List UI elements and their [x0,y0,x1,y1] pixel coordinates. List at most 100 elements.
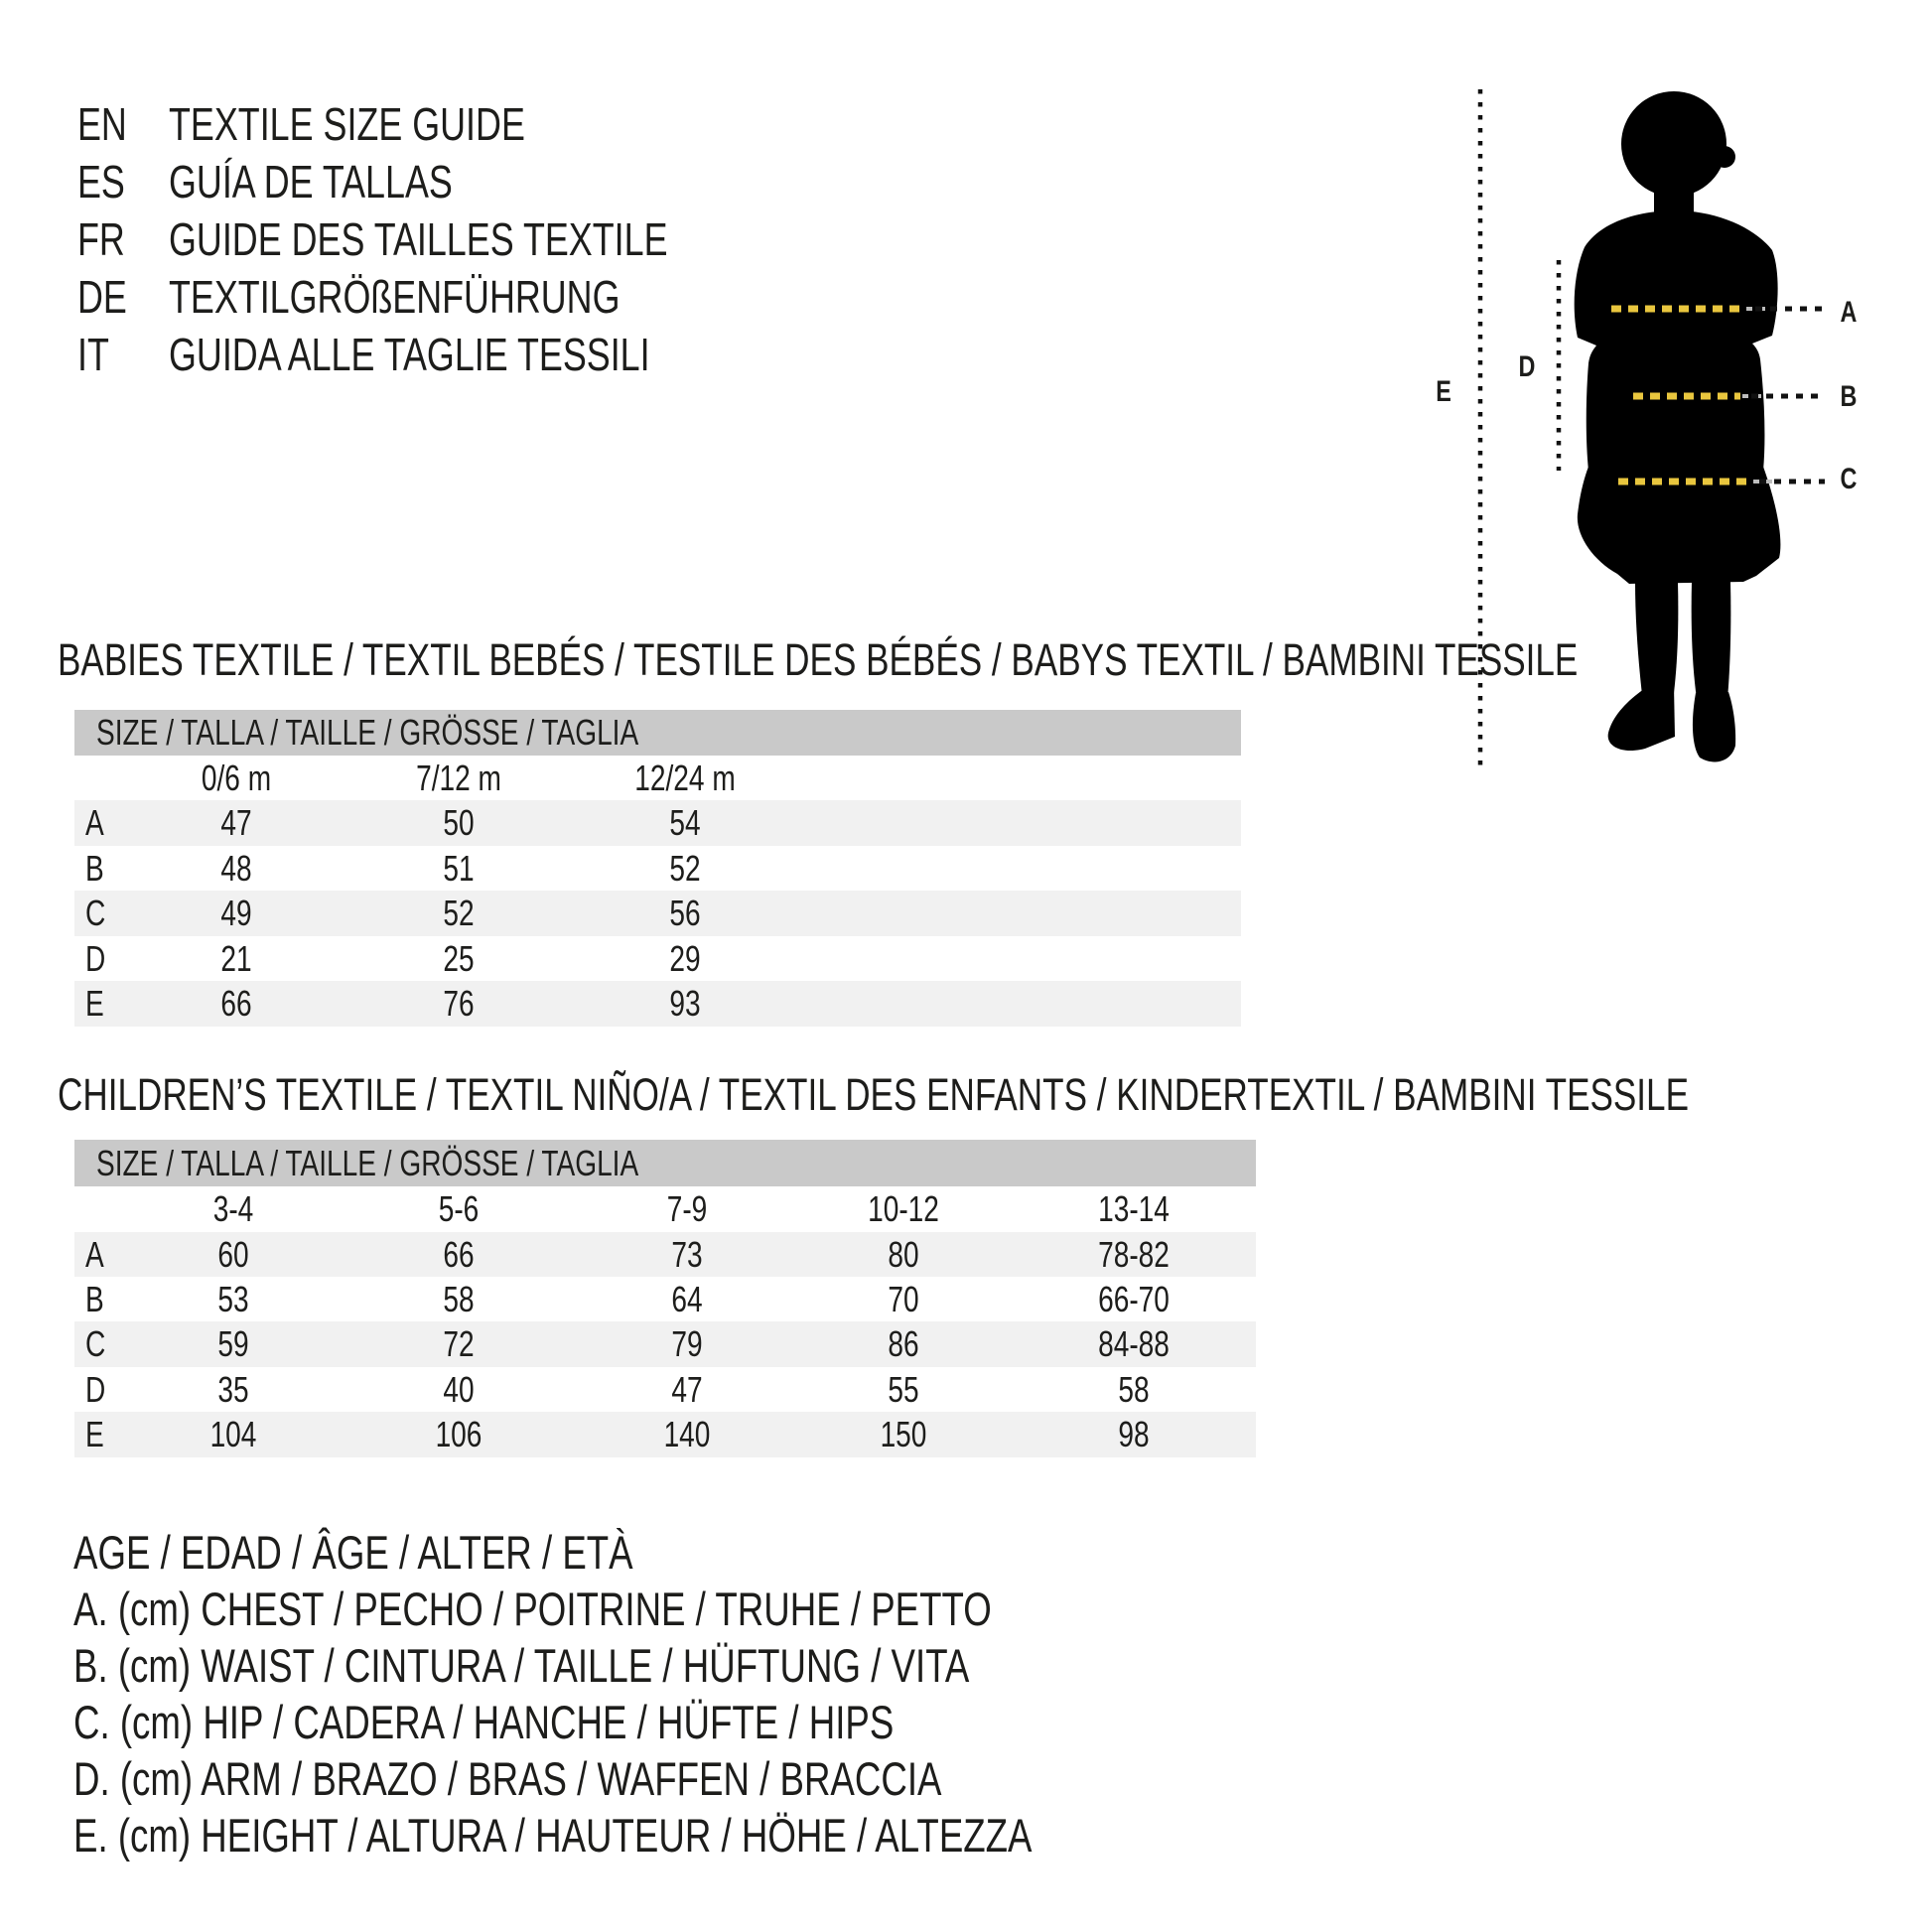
table-cell: 150 [880,1414,927,1454]
table-cell: 104 [209,1414,257,1454]
column-header: 3-4 [212,1188,254,1229]
table-cell: 50 [443,802,475,843]
table-cell: 25 [443,938,475,979]
column-header: 0/6 m [201,758,272,798]
table-cell: 60 [217,1234,249,1275]
row-label: C [85,1323,106,1364]
table-cell: 140 [663,1414,711,1454]
waist-label: B [1840,380,1858,413]
table-row: A 60 66 73 80 78-82 [74,1232,1256,1277]
table-cell: 56 [669,893,701,933]
table-cell: 40 [443,1369,475,1410]
table-cell: 93 [669,983,701,1024]
table-cell: 84-88 [1098,1323,1170,1364]
table-cell: 53 [217,1279,249,1319]
column-header: 13-14 [1098,1188,1170,1229]
babies-size-header: SIZE / TALLA / TAILLE / GRÖSSE / TAGLIA [96,712,639,753]
lang-code: FR [77,213,125,265]
table-cell: 48 [220,848,252,889]
header-row-de: DE TEXTILGRÖßENFÜHRUNG [0,271,894,323]
row-label: E [85,1414,104,1454]
table-cell: 52 [669,848,701,889]
measurement-figure [1477,89,1825,771]
table-cell: 98 [1118,1414,1150,1454]
row-label: B [85,1279,104,1319]
table-row: D 21 25 29 [74,936,1241,981]
table-cell: 49 [220,893,252,933]
header-row-es: ES GUÍA DE TALLAS [0,156,894,207]
table-cell: 35 [217,1369,249,1410]
legend-line-age: AGE / EDAD / ÂGE / ALTER / ETÀ [73,1526,633,1579]
table-row: D 35 40 47 55 58 [74,1367,1256,1412]
table-row: E 66 76 93 [74,981,1241,1027]
table-cell: 70 [888,1279,919,1319]
table-cell: 78-82 [1098,1234,1170,1275]
lang-code: DE [77,271,127,323]
legend-line-waist: B. (cm) WAIST / CINTURA / TAILLE / HÜFTU… [73,1639,970,1692]
legend-line-hip: C. (cm) HIP / CADERA / HANCHE / HÜFTE / … [73,1696,895,1748]
children-size-header: SIZE / TALLA / TAILLE / GRÖSSE / TAGLIA [96,1143,639,1183]
table-cell: 55 [888,1369,919,1410]
table-cell: 73 [671,1234,703,1275]
legend-line-arm: D. (cm) ARM / BRAZO / BRAS / WAFFEN / BR… [73,1752,942,1805]
table-cell: 29 [669,938,701,979]
row-label: A [85,802,104,843]
table-cell: 64 [671,1279,703,1319]
children-section-title: CHILDREN’S TEXTILE / TEXTIL NIÑO/A / TEX… [58,1069,1689,1120]
lang-code: EN [77,98,127,150]
table-cell: 80 [888,1234,919,1275]
column-header: 5-6 [438,1188,480,1229]
guide-title: TEXTILE SIZE GUIDE [169,98,525,150]
table-cell: 54 [669,802,701,843]
child-silhouette [1574,91,1781,762]
table-row: C 59 72 79 86 84-88 [74,1321,1256,1367]
row-label: B [85,848,104,889]
column-header: 10-12 [868,1188,939,1229]
column-header: 7/12 m [416,758,501,798]
column-header: 12/24 m [634,758,736,798]
chest-label: A [1840,296,1858,329]
table-cell: 58 [443,1279,475,1319]
table-cell: 66-70 [1098,1279,1170,1319]
legend-line-height: E. (cm) HEIGHT / ALTURA / HAUTEUR / HÖHE… [73,1809,1033,1862]
table-cell: 59 [217,1323,249,1364]
arm-label: D [1518,350,1536,383]
table-row: B 48 51 52 [74,846,1241,891]
table-cell: 66 [443,1234,475,1275]
lang-code: ES [77,156,125,207]
header-row-it: IT GUIDA ALLE TAGLIE TESSILI [0,329,894,380]
table-cell: 51 [443,848,475,889]
table-cell: 47 [220,802,252,843]
table-cell: 79 [671,1323,703,1364]
row-label: E [85,983,104,1024]
table-cell: 106 [435,1414,483,1454]
table-cell: 21 [220,938,252,979]
table-row: E 104 106 140 150 98 [74,1412,1256,1457]
table-cell: 76 [443,983,475,1024]
table-cell: 72 [443,1323,475,1364]
legend-line-chest: A. (cm) CHEST / PECHO / POITRINE / TRUHE… [73,1583,992,1635]
guide-title: GUIDE DES TAILLES TEXTILE [169,213,668,265]
header-row-fr: FR GUIDE DES TAILLES TEXTILE [0,213,894,265]
table-row: C 49 52 56 [74,891,1241,936]
children-size-header-bar: SIZE / TALLA / TAILLE / GRÖSSE / TAGLIA [74,1140,1256,1186]
row-label: A [85,1234,104,1275]
lang-code: IT [77,329,109,380]
babies-column-header-row: 0/6 m 7/12 m 12/24 m [74,756,1241,800]
table-row: B 53 58 64 70 66-70 [74,1277,1256,1321]
babies-section-title: BABIES TEXTILE / TEXTIL BEBÉS / TESTILE … [58,634,1579,685]
children-column-header-row: 3-4 5-6 7-9 10-12 13-14 [74,1186,1256,1232]
guide-title: GUIDA ALLE TAGLIE TESSILI [169,329,650,380]
table-row: A 47 50 54 [74,800,1241,846]
table-cell: 86 [888,1323,919,1364]
table-cell: 58 [1118,1369,1150,1410]
table-cell: 47 [671,1369,703,1410]
header-row-en: EN TEXTILE SIZE GUIDE [0,98,894,150]
guide-title: TEXTILGRÖßENFÜHRUNG [169,271,621,323]
height-label: E [1436,375,1451,408]
table-cell: 66 [220,983,252,1024]
row-label: D [85,938,106,979]
guide-title: GUÍA DE TALLAS [169,156,453,207]
column-header: 7-9 [666,1188,708,1229]
